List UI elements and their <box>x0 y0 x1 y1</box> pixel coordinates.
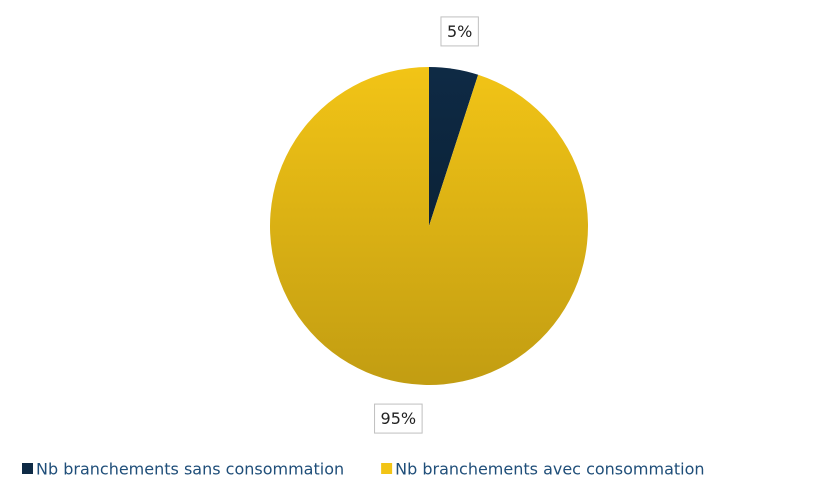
legend-swatch <box>22 463 33 474</box>
legend-label: Nb branchements sans consommation <box>36 460 344 479</box>
data-label: 95% <box>381 409 417 428</box>
pie-slice <box>429 67 479 226</box>
data-label-box <box>374 403 423 434</box>
legend-label: Nb branchements avec consommation <box>395 460 704 479</box>
data-label: 5% <box>447 22 472 41</box>
data-label-box <box>440 16 479 47</box>
pie-slice <box>269 67 588 386</box>
legend-swatch <box>381 463 393 474</box>
